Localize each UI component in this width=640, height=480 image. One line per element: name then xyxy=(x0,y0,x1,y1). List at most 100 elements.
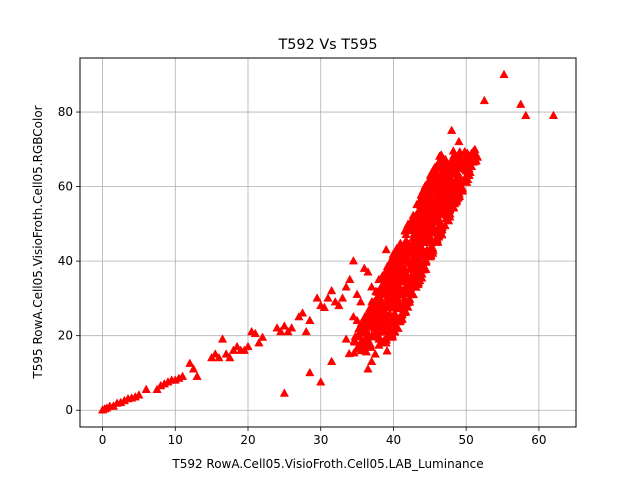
data-point xyxy=(177,371,188,380)
data-point xyxy=(384,264,394,273)
data-point xyxy=(499,69,509,79)
data-point xyxy=(471,155,481,165)
data-point xyxy=(250,328,260,338)
data-point xyxy=(440,176,451,185)
data-point xyxy=(448,154,458,164)
data-point xyxy=(462,152,473,161)
data-point xyxy=(436,205,446,215)
data-point xyxy=(447,125,457,134)
data-point xyxy=(418,194,429,203)
data-point xyxy=(365,339,375,348)
data-point xyxy=(436,150,446,159)
data-point xyxy=(134,390,144,399)
data-point xyxy=(254,338,264,347)
y-tick-label: 80 xyxy=(58,105,73,119)
data-point xyxy=(368,330,379,340)
data-point xyxy=(421,256,431,265)
data-point xyxy=(399,263,410,273)
data-point xyxy=(210,349,220,358)
data-point xyxy=(279,321,289,330)
data-point xyxy=(401,246,411,256)
data-point xyxy=(217,334,228,343)
data-point xyxy=(421,264,431,274)
y-tick-label: 0 xyxy=(65,403,73,417)
data-point xyxy=(458,185,468,195)
data-point xyxy=(454,136,464,146)
x-tick-label: 10 xyxy=(168,433,183,447)
data-point xyxy=(316,377,326,386)
data-point xyxy=(429,226,439,235)
points-layer xyxy=(97,69,559,414)
data-point xyxy=(470,144,480,153)
data-point xyxy=(341,282,351,291)
data-point xyxy=(319,302,329,311)
data-point xyxy=(425,178,435,187)
data-point xyxy=(466,161,477,171)
data-point xyxy=(449,150,459,159)
data-point xyxy=(221,349,231,358)
data-point xyxy=(431,162,441,171)
data-point xyxy=(415,257,425,266)
data-point xyxy=(330,297,340,306)
y-tick-label: 40 xyxy=(58,254,73,268)
data-point xyxy=(389,311,399,320)
x-tick-label: 40 xyxy=(386,433,401,447)
data-point xyxy=(437,224,447,234)
y-tick-label: 60 xyxy=(58,180,73,194)
data-point xyxy=(414,235,424,244)
data-point xyxy=(257,332,268,341)
data-point xyxy=(349,347,359,357)
data-point xyxy=(432,187,442,196)
ticks-layer: 0 10 20 30 40 50 60 0 20 40 60 80 xyxy=(58,105,547,447)
data-point xyxy=(403,295,414,304)
data-point xyxy=(407,269,417,279)
data-point xyxy=(276,326,286,336)
data-point xyxy=(363,267,373,276)
data-point xyxy=(359,263,369,272)
data-point xyxy=(392,298,402,307)
plot-frame xyxy=(79,57,577,428)
data-point xyxy=(272,323,282,332)
data-point xyxy=(369,311,379,320)
data-point xyxy=(374,331,384,341)
data-point xyxy=(305,315,315,325)
data-point xyxy=(449,161,459,171)
data-point xyxy=(381,244,391,254)
data-point xyxy=(341,334,351,343)
data-point xyxy=(312,293,322,302)
data-point xyxy=(403,241,413,250)
data-point xyxy=(301,326,311,336)
data-point xyxy=(392,260,402,270)
data-point xyxy=(424,195,435,204)
data-point xyxy=(337,293,348,302)
data-point xyxy=(369,318,379,328)
data-point xyxy=(461,171,471,180)
data-point xyxy=(420,227,430,236)
data-point xyxy=(453,182,463,192)
data-point xyxy=(384,297,394,307)
data-point xyxy=(377,300,387,310)
data-point xyxy=(297,308,308,317)
data-point xyxy=(437,229,447,239)
data-point xyxy=(390,289,400,298)
data-point xyxy=(397,314,407,323)
data-point xyxy=(214,352,224,362)
data-point xyxy=(452,190,462,200)
data-point xyxy=(334,300,344,310)
data-point xyxy=(423,217,433,226)
data-point xyxy=(445,209,455,218)
data-point xyxy=(287,323,297,332)
data-point xyxy=(377,337,387,346)
chart-title: T592 Vs T595 xyxy=(277,37,377,53)
y-axis-label: T595 RowA.Cell05.VisioFroth.Cell05.RGBCo… xyxy=(31,105,45,379)
data-point xyxy=(372,292,382,301)
data-point xyxy=(350,337,360,346)
data-point xyxy=(431,214,441,223)
x-tick-label: 20 xyxy=(240,433,255,447)
data-point xyxy=(423,246,433,255)
data-point xyxy=(225,352,235,362)
data-point xyxy=(382,315,392,325)
data-point xyxy=(479,95,489,105)
